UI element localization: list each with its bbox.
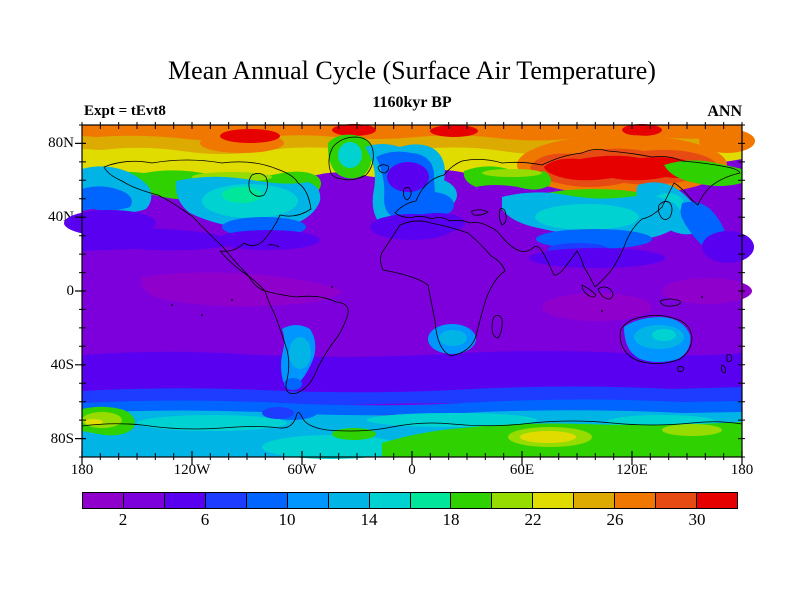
colorbar-cell xyxy=(573,493,615,508)
coastline xyxy=(377,164,389,174)
tick-marks xyxy=(75,142,743,465)
lon-tick-label: 120E xyxy=(616,462,648,478)
coastline xyxy=(597,286,614,300)
colorbar-cell xyxy=(204,493,246,508)
lon-tick-label: 60E xyxy=(509,462,535,478)
lon-tick-label: 60W xyxy=(287,462,317,478)
lat-tick-label: 0 xyxy=(66,283,75,299)
colorbar-cell xyxy=(368,493,410,508)
colorbar-cell xyxy=(491,493,533,508)
coastlines xyxy=(81,136,743,432)
colorbar-tick-label: 6 xyxy=(200,510,210,529)
lon-tick-label: 180 xyxy=(730,462,754,478)
coastline xyxy=(380,220,506,357)
coastline xyxy=(103,159,312,292)
colorbar-tick-label: 18 xyxy=(442,510,460,529)
temperature-field xyxy=(64,124,755,459)
colorbar-tick-label: 14 xyxy=(360,510,378,529)
lon-tick-label: 180 xyxy=(70,462,94,478)
colorbar-tick-label: 10 xyxy=(278,510,296,529)
coastline xyxy=(267,244,280,248)
colorbar-tick-label: 26 xyxy=(606,510,624,529)
colorbar-cell xyxy=(122,493,164,508)
map-frame xyxy=(81,124,743,458)
coastline xyxy=(498,208,507,226)
coastline xyxy=(619,315,693,364)
colorbar-cell xyxy=(614,493,656,508)
colorbar-tick-label: 2 xyxy=(118,510,128,529)
season-label: ANN xyxy=(707,103,742,120)
coastline xyxy=(248,173,268,197)
coastline xyxy=(581,284,597,298)
colorbar-tick-label: 30 xyxy=(688,510,706,529)
colorbar-cell xyxy=(245,493,287,508)
coastline xyxy=(677,365,685,373)
coastline xyxy=(657,201,673,220)
coastline xyxy=(471,209,489,216)
colorbar-cell xyxy=(450,493,492,508)
map-plot xyxy=(64,122,755,465)
colorbar-cell xyxy=(409,493,451,508)
lon-tick-label: 120W xyxy=(173,462,211,478)
coastline xyxy=(264,290,349,394)
colorbar-cell xyxy=(655,493,697,508)
lat-tick-label: 80S xyxy=(50,430,74,447)
coastline xyxy=(491,315,503,339)
colorbar-tick-label: 22 xyxy=(524,510,542,529)
plot-subtitle: 1160kyr BP xyxy=(372,94,452,111)
colorbar-cell xyxy=(696,493,737,508)
coastline xyxy=(328,136,374,181)
colorbar-cell xyxy=(163,493,205,508)
colorbar-cell xyxy=(327,493,369,508)
coastline xyxy=(403,187,412,201)
lat-tick-label: 40S xyxy=(50,356,74,373)
colorbar xyxy=(82,492,738,509)
coastline xyxy=(721,354,733,374)
colorbar-cell xyxy=(286,493,328,508)
island-dots xyxy=(171,286,703,316)
lon-tick-label: 0 xyxy=(408,462,416,478)
coastline xyxy=(394,149,741,288)
lat-tick-label: 80N xyxy=(48,135,74,152)
coastline xyxy=(659,298,681,307)
colorbar-cell xyxy=(83,493,123,508)
coastline-antarctica xyxy=(81,412,743,432)
colorbar-cell xyxy=(532,493,574,508)
plot-title: Mean Annual Cycle (Surface Air Temperatu… xyxy=(168,56,656,85)
experiment-label: Expt = tEvt8 xyxy=(84,103,166,119)
